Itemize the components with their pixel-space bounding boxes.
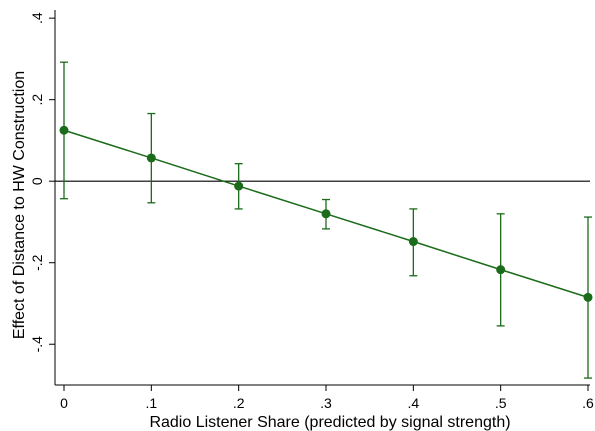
y-tick-label: -.2: [29, 254, 45, 271]
data-points: [59, 125, 593, 302]
y-tick-label: 0: [29, 177, 45, 185]
x-tick-label: .5: [495, 395, 507, 411]
data-point: [496, 265, 506, 275]
y-tick-label: -.4: [29, 336, 45, 353]
data-point: [583, 292, 593, 302]
tick-marks: [49, 17, 589, 391]
y-axis-label: Effect of Distance to HW Construction: [11, 71, 28, 339]
x-tick-label: .3: [320, 395, 332, 411]
y-tick-label: .4: [29, 12, 45, 24]
x-tick-label: .4: [407, 395, 419, 411]
x-tick-label: 0: [60, 395, 68, 411]
data-point: [146, 153, 156, 163]
x-tick-label: .1: [145, 395, 157, 411]
data-point: [234, 181, 244, 191]
data-point: [321, 209, 331, 219]
data-point: [59, 125, 69, 135]
y-tick-label: .2: [29, 94, 45, 106]
x-tick-label: .6: [582, 395, 594, 411]
tick-labels: 0 .1 .2 .3 .4 .5 .6 .4 .2 0 -.2 -.4: [29, 12, 594, 411]
x-axis-label: Radio Listener Share (predicted by signa…: [149, 414, 510, 431]
x-tick-label: .2: [233, 395, 245, 411]
data-point: [408, 237, 418, 247]
